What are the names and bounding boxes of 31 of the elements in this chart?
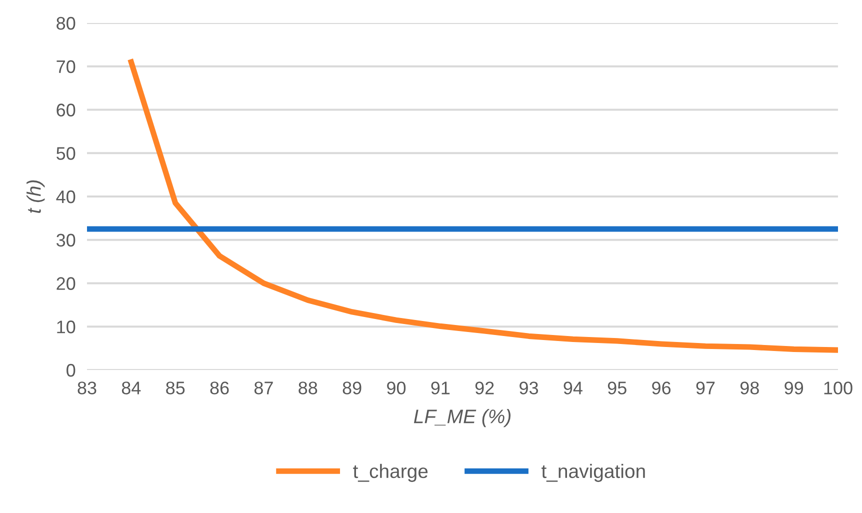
- x-tick-label: 95: [608, 382, 626, 394]
- x-tick-label: 94: [564, 382, 582, 394]
- x-tick-label: 97: [696, 382, 715, 394]
- x-tick-label: 99: [784, 382, 804, 394]
- legend-label: t_charge: [353, 464, 428, 482]
- y-tick-label: 30: [56, 234, 76, 247]
- x-tick-label: 98: [740, 382, 759, 394]
- y-tick-label: 20: [56, 277, 76, 290]
- x-tick-label: 93: [520, 382, 538, 394]
- y-tick-label: 80: [56, 16, 76, 30]
- y-tick-label: 10: [57, 320, 76, 334]
- x-tick-label: 92: [475, 382, 494, 394]
- y-axis-title: t (h): [26, 180, 45, 213]
- y-tick-label: 0: [66, 364, 76, 377]
- x-tick-label: 83: [78, 382, 96, 394]
- x-tick-label: 85: [166, 382, 185, 394]
- x-tick-label: 100: [824, 382, 852, 394]
- x-tick-label: 88: [298, 382, 318, 394]
- x-axis-title: LF_ME (%): [414, 409, 510, 428]
- x-tick-label: 87: [254, 382, 273, 394]
- legend-label: t_navigation: [542, 464, 645, 482]
- y-tick-label: 60: [56, 104, 76, 116]
- x-tick-label: 89: [342, 382, 362, 394]
- x-tick-label: 86: [210, 382, 229, 394]
- y-tick-label: 50: [56, 147, 76, 160]
- x-tick-label: 90: [387, 382, 406, 394]
- x-tick-label: 91: [431, 382, 450, 394]
- y-tick-label: 40: [56, 190, 76, 204]
- x-tick-label: 96: [652, 382, 671, 394]
- x-tick-label: 84: [122, 382, 141, 394]
- y-tick-label: 70: [56, 60, 76, 74]
